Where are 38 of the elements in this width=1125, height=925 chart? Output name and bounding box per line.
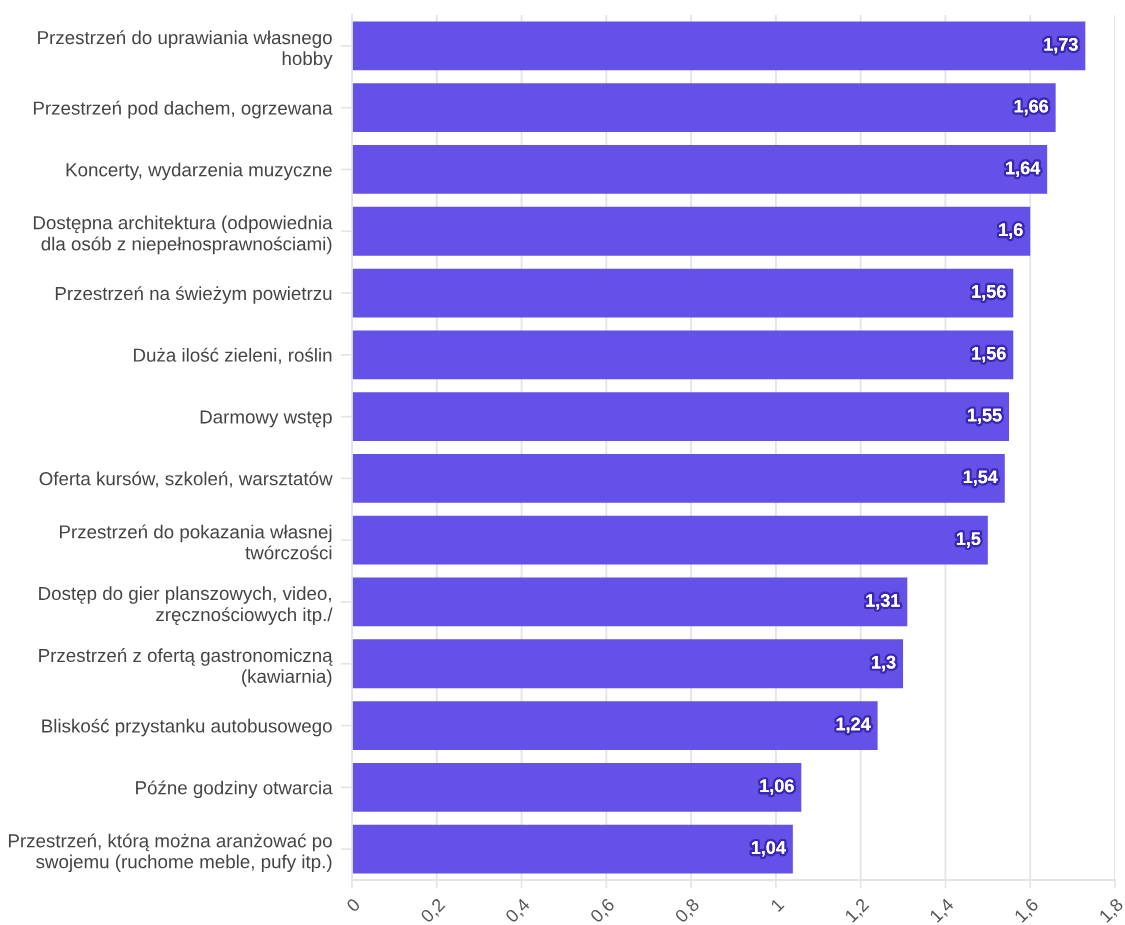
- y-tick-label: Dostępna architektura (odpowiednia dla osób z niepełnosprawnościami): [33, 215, 333, 255]
- y-tick-label: Przestrzeń do pokazania własnej twórczości: [60, 524, 332, 560]
- y-tick-label: Przestrzeń z ofertą gastronomiczną (kawiarnia): [39, 648, 333, 687]
- x-tick-label: 1: [770, 897, 785, 913]
- y-tick-label: Przestrzeń, którą można aranżować po swojemu (ruchome meble, pufy itp.): [8, 833, 332, 873]
- x-tick-label: 1,2: [844, 897, 871, 925]
- data-label: 1,66: [1014, 99, 1049, 116]
- y-tick-label: Dostęp do gier planszowych, video, zręcznościowych itp./: [39, 586, 333, 625]
- x-tick-label: 0: [345, 897, 361, 913]
- y-tick-label: Przestrzeń na świeżym powietrzu: [55, 286, 332, 304]
- data-label: 1,5: [956, 532, 981, 548]
- x-tick-label: 0,6: [589, 897, 617, 925]
- x-tick-label: 1,4: [929, 897, 956, 925]
- x-tick-label: 1,8: [1098, 897, 1125, 925]
- y-tick-label: Późne godziny otwarcia: [136, 780, 333, 799]
- data-label: 1,04: [751, 841, 786, 857]
- y-tick-label: Koncerty, wydarzenia muzyczne: [66, 162, 332, 181]
- data-label: 1,56: [972, 346, 1006, 363]
- data-label: 1,3: [872, 655, 896, 672]
- data-label: 1,64: [1006, 161, 1041, 177]
- data-label: 1,55: [968, 408, 1002, 425]
- y-tick-label: Duża ilość zieleni, roślin: [134, 347, 332, 365]
- data-label: 1,06: [760, 779, 794, 795]
- y-tick-label: Oferta kursów, szkoleń, warsztatów: [39, 471, 333, 488]
- y-tick-label: Darmowy wstęp: [200, 410, 332, 428]
- y-tick-label: Przestrzeń pod dachem, ogrzewana: [33, 100, 333, 119]
- y-tick-label: Przestrzeń do uprawiania własnego hobby: [38, 30, 333, 69]
- x-tick-label: 1,6: [1013, 897, 1041, 925]
- y-tick-label: Bliskość przystanku autobusowego: [42, 718, 332, 737]
- x-tick-label: 0,2: [419, 897, 448, 925]
- data-label: 1,73: [1044, 37, 1078, 54]
- x-tick-label: 0,4: [504, 897, 533, 925]
- data-label: 1,24: [836, 717, 871, 733]
- x-tick-label: 0,8: [674, 897, 702, 925]
- data-label: 1,54: [963, 470, 998, 486]
- data-label: 1,56: [972, 285, 1006, 301]
- data-label: 1,6: [999, 223, 1023, 239]
- data-label: 1,31: [866, 594, 900, 610]
